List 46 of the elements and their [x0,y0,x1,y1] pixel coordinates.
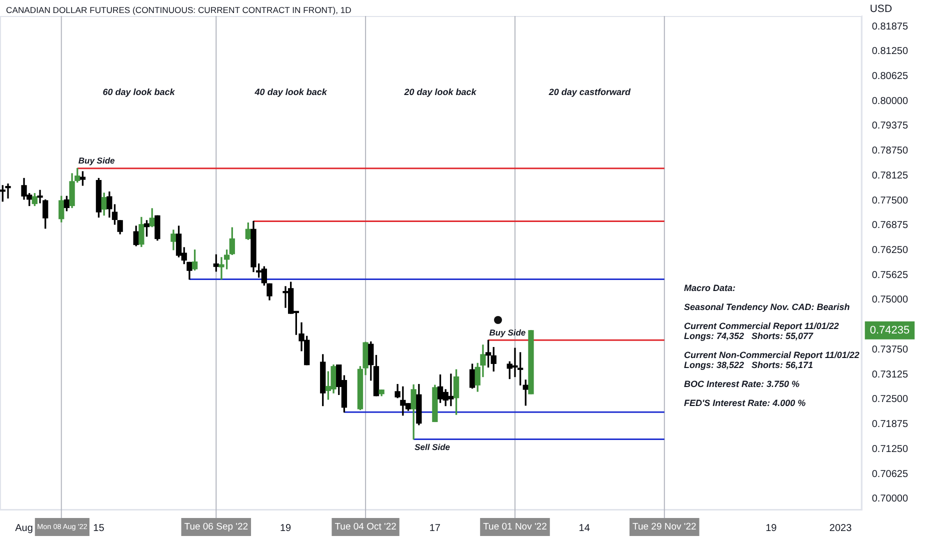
y-tick-label: 0.71250 [872,444,908,455]
ref-line-label: Tue 01 Nov '22 [483,522,547,533]
y-tick-label: 0.75625 [872,270,908,281]
y-tick-label: 0.70625 [872,468,908,480]
annotation: Current Commercial Report 11/01/22 Longs: 74,352 Shorts: 55,077 [684,321,840,341]
annotation: Buy Side [489,327,526,338]
annotation: 60 day look back [102,87,175,97]
y-tick-label: 0.72500 [872,394,908,406]
y-tick-label: 0.81250 [872,46,908,58]
y-tick-label: 0.79375 [872,120,908,132]
ref-line-label: Tue 04 Oct '22 [334,522,396,533]
annotation: Buy Side [78,155,116,166]
text: 0.74235 [870,324,910,336]
y-tick-label: 0.70000 [872,494,908,505]
annotation: Seasonal Tendency Nov. CAD: Bearish [684,302,851,312]
annotation: FED'S Interest Rate: 4.000 % [684,398,807,408]
y-tick-label: 0.73750 [872,344,908,356]
y-axis-title: USD [870,2,892,15]
x-tick-label: 17 [429,522,441,534]
y-tick-label: 0.78125 [872,170,908,182]
x-tick-label: 19 [766,522,778,534]
annotation: BOC Interest Rate: 3.750 % [684,379,801,389]
annotation: 40 day look back [254,87,327,97]
annotation: 20 day look back [404,87,476,97]
x-tick-label: Aug [15,522,33,534]
annotation: Current Non-Commercial Report 11/01/22 Longs: 38,522 Shorts: 56,171 [684,350,860,370]
y-tick-label: 0.80000 [872,96,908,107]
y-tick-label: 0.81875 [872,21,908,32]
y-tick-label: 0.71875 [872,419,908,430]
x-tick-label: 15 [93,522,105,534]
y-tick-label: 0.78750 [872,146,908,157]
y-tick-label: 0.73125 [872,369,908,380]
y-tick-label: 0.77500 [872,195,908,206]
y-tick-label: 0.80625 [872,71,908,82]
x-tick-label: 14 [578,522,590,534]
annotation: Macro Data: [684,283,737,293]
annotation: Sell Side [414,442,450,452]
x-tick-label: 2023 [829,522,852,534]
ref-line-label: Tue 29 Nov '22 [632,522,696,533]
y-tick-label: 0.75000 [872,294,908,306]
chart-title: CANADIAN DOLLAR FUTURES (CONTINUOUS: CURRENT CONTRACT IN FRONT), 1D [6,5,352,15]
y-tick-label: 0.76250 [872,245,908,256]
annotation: 20 day castforward [548,87,630,97]
y-tick-label: 0.76875 [872,220,908,232]
x-tick-label: 19 [280,522,292,534]
ref-line-label: Tue 06 Sep '22 [184,522,248,533]
